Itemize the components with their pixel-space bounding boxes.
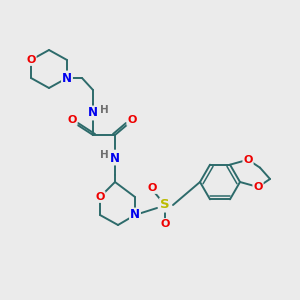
Text: N: N	[88, 106, 98, 119]
Text: O: O	[67, 115, 77, 125]
Text: H: H	[100, 150, 108, 160]
Text: O: O	[26, 55, 36, 65]
Text: S: S	[160, 199, 170, 212]
Text: O: O	[253, 182, 263, 192]
Text: O: O	[147, 183, 157, 193]
Text: H: H	[100, 105, 108, 115]
Text: O: O	[160, 219, 170, 229]
Text: N: N	[110, 152, 120, 164]
Text: O: O	[127, 115, 137, 125]
Text: N: N	[130, 208, 140, 221]
Text: O: O	[95, 192, 105, 202]
Text: O: O	[243, 155, 253, 165]
Text: N: N	[62, 71, 72, 85]
